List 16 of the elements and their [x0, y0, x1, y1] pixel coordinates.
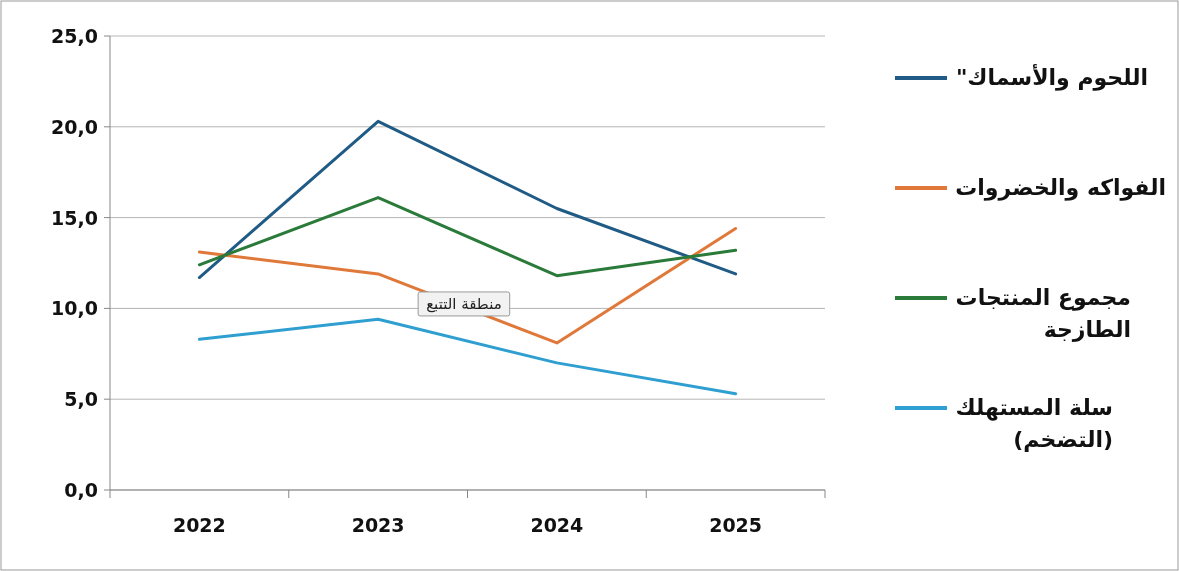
y-tick-label: 10,0 — [51, 297, 98, 320]
legend-label: مجموع المنتجات الطازجة — [954, 284, 1131, 344]
annotation: منطقة التتبع — [426, 294, 502, 313]
x-tick-label: 2024 — [530, 514, 584, 536]
legend-label: الفواكه والخضروات — [954, 174, 1166, 203]
x-tick-label: 2022 — [172, 514, 226, 536]
x-tick-label: 2025 — [709, 514, 763, 536]
annotation: منطقة التتبع — [417, 291, 511, 317]
y-tick-label: 25,0 — [51, 25, 98, 47]
legend-label: اللحوم والأسماك" — [954, 63, 1148, 93]
y-tick-label: 20,0 — [51, 115, 98, 138]
y-tick-label: 5,0 — [64, 388, 98, 411]
x-tick-label: 2023 — [351, 514, 405, 536]
y-tick-label: 0,0 — [64, 479, 98, 501]
legend-label: سلة المستهلك (التضخم) — [954, 394, 1113, 454]
y-tick-label: 15,0 — [51, 206, 98, 229]
